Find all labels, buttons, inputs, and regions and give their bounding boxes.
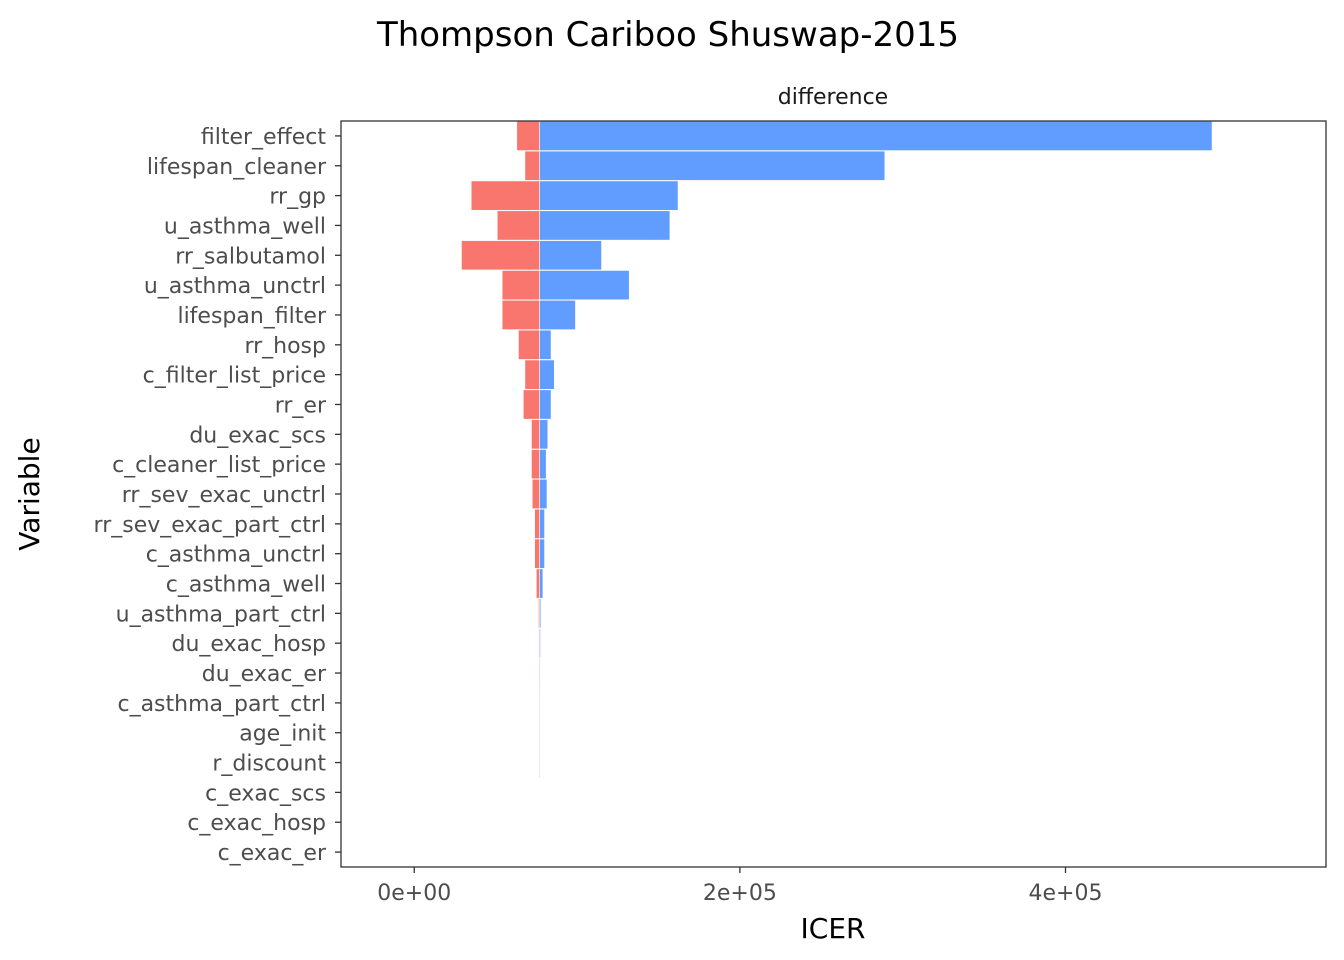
x-tick-label: 2e+05 bbox=[703, 881, 777, 906]
y-tick-label-du_exac_scs: du_exac_scs bbox=[189, 423, 326, 448]
y-tick-label-c_exac_er: c_exac_er bbox=[218, 841, 327, 866]
bar-low-lifespan_filter bbox=[501, 300, 540, 330]
bar-high-rr_sev_exac_unctrl bbox=[539, 479, 548, 509]
bar-high-rr_gp bbox=[539, 180, 679, 211]
y-tick-label-rr_salbutamol: rr_salbutamol bbox=[175, 244, 326, 269]
bar-high-r_discount bbox=[539, 747, 541, 778]
y-tick-label-age_init: age_init bbox=[239, 722, 326, 747]
bar-high-c_asthma_part_ctrl bbox=[539, 688, 541, 718]
y-tick-label-rr_er: rr_er bbox=[275, 393, 327, 418]
x-tick-label: 0e+00 bbox=[377, 881, 451, 906]
bar-high-rr_sev_exac_part_ctrl bbox=[539, 508, 545, 539]
bar-low-rr_gp bbox=[470, 180, 540, 211]
y-tick-label-lifespan_cleaner: lifespan_cleaner bbox=[147, 155, 327, 180]
bar-low-c_asthma_well bbox=[536, 568, 540, 599]
bar-high-rr_er bbox=[539, 389, 552, 420]
y-tick-label-rr_sev_exac_part_ctrl: rr_sev_exac_part_ctrl bbox=[94, 513, 326, 538]
bars-layer bbox=[461, 121, 1213, 778]
bar-high-du_exac_er bbox=[539, 658, 541, 688]
y-tick-label-c_cleaner_list_price: c_cleaner_list_price bbox=[112, 453, 326, 478]
bar-high-c_asthma_well bbox=[539, 568, 544, 599]
bar-low-filter_effect bbox=[516, 121, 540, 151]
y-tick-label-c_asthma_unctrl: c_asthma_unctrl bbox=[146, 543, 326, 568]
x-tick-label: 4e+05 bbox=[1029, 881, 1103, 906]
bar-low-c_cleaner_list_price bbox=[531, 449, 540, 480]
y-tick-label-filter_effect: filter_effect bbox=[201, 125, 326, 150]
bar-high-u_asthma_part_ctrl bbox=[539, 598, 542, 629]
bar-low-rr_salbutamol bbox=[461, 240, 540, 271]
bar-high-lifespan_cleaner bbox=[539, 150, 886, 181]
chart-title: Thompson Cariboo Shuswap-2015 bbox=[376, 15, 959, 55]
bar-low-du_exac_scs bbox=[531, 419, 540, 450]
bar-high-du_exac_hosp bbox=[539, 628, 541, 659]
bar-high-u_asthma_unctrl bbox=[539, 270, 630, 300]
bar-high-c_asthma_unctrl bbox=[539, 538, 545, 569]
y-tick-label-u_asthma_unctrl: u_asthma_unctrl bbox=[144, 274, 326, 299]
bar-low-rr_hosp bbox=[518, 329, 540, 360]
y-tick-label-rr_sev_exac_unctrl: rr_sev_exac_unctrl bbox=[122, 483, 326, 508]
bar-low-rr_sev_exac_unctrl bbox=[532, 479, 540, 509]
y-tick-label-c_exac_hosp: c_exac_hosp bbox=[187, 811, 326, 836]
facet-label: difference bbox=[778, 85, 888, 110]
y-tick-label-du_exac_er: du_exac_er bbox=[202, 662, 327, 687]
panel-border bbox=[340, 120, 1327, 868]
bar-high-rr_hosp bbox=[539, 329, 552, 360]
bar-high-age_init bbox=[539, 717, 541, 748]
y-tick-label-c_asthma_part_ctrl: c_asthma_part_ctrl bbox=[117, 692, 326, 717]
y-tick-label-c_asthma_well: c_asthma_well bbox=[166, 573, 326, 598]
bar-high-rr_salbutamol bbox=[539, 240, 602, 271]
bar-high-filter_effect bbox=[539, 121, 1213, 151]
y-tick-label-u_asthma_well: u_asthma_well bbox=[164, 214, 326, 239]
y-tick-label-rr_hosp: rr_hosp bbox=[244, 334, 326, 359]
bar-low-lifespan_cleaner bbox=[524, 150, 540, 181]
bar-low-u_asthma_unctrl bbox=[501, 270, 540, 300]
bar-high-u_asthma_well bbox=[539, 210, 671, 241]
bar-high-du_exac_scs bbox=[539, 419, 549, 450]
bar-high-c_filter_list_price bbox=[539, 359, 555, 390]
y-axis: filter_effect lifespan_cleaner rr_gp u_asth… bbox=[94, 125, 341, 866]
x-axis-label: ICER bbox=[801, 912, 866, 945]
bar-low-c_asthma_unctrl bbox=[534, 538, 540, 569]
x-axis: 0e+00 2e+05 4e+05 bbox=[377, 867, 1102, 906]
y-tick-label-r_discount: r_discount bbox=[212, 752, 326, 777]
bar-high-lifespan_filter bbox=[539, 300, 576, 330]
y-tick-label-rr_gp: rr_gp bbox=[269, 185, 326, 210]
bar-low-rr_sev_exac_part_ctrl bbox=[534, 508, 540, 539]
bar-low-c_filter_list_price bbox=[524, 359, 540, 390]
y-tick-label-c_exac_scs: c_exac_scs bbox=[205, 781, 326, 806]
bar-low-u_asthma_well bbox=[497, 210, 540, 241]
y-axis-label: Variable bbox=[13, 437, 46, 550]
y-tick-label-lifespan_filter: lifespan_filter bbox=[177, 304, 326, 329]
bar-low-rr_er bbox=[523, 389, 540, 420]
y-tick-label-c_filter_list_price: c_filter_list_price bbox=[143, 364, 326, 389]
y-tick-label-du_exac_hosp: du_exac_hosp bbox=[172, 632, 326, 657]
y-tick-label-u_asthma_part_ctrl: u_asthma_part_ctrl bbox=[116, 602, 326, 627]
bar-high-c_cleaner_list_price bbox=[539, 449, 547, 480]
